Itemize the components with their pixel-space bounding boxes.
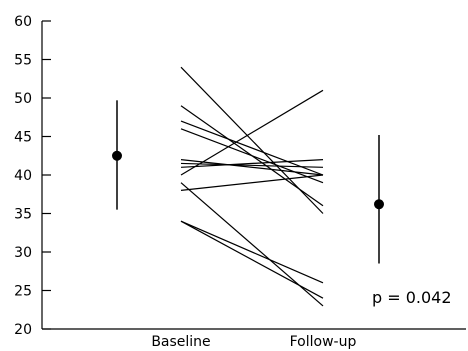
subject-line <box>180 174 324 191</box>
paired-lines <box>180 66 324 307</box>
p-value-annotation: p = 0.042 <box>372 288 452 307</box>
y-tick-label: 30 <box>14 245 32 261</box>
y-tick-label: 60 <box>14 14 32 30</box>
subject-line <box>180 159 324 176</box>
y-tick-label: 20 <box>14 322 32 338</box>
y-tick-label: 50 <box>14 91 32 107</box>
summary-markers <box>112 100 384 264</box>
subject-line <box>180 182 324 307</box>
y-tick-label: 55 <box>14 53 32 69</box>
subject-line <box>180 159 324 168</box>
subject-line <box>180 220 324 284</box>
subject-line <box>180 89 324 176</box>
y-tick-label: 25 <box>14 284 32 300</box>
subject-line <box>180 162 324 168</box>
subject-line <box>180 220 324 299</box>
y-tick-label: 45 <box>14 130 32 146</box>
x-category-labels: Baseline Follow-up <box>151 334 356 350</box>
y-tick-label: 35 <box>14 207 32 223</box>
mean-marker <box>374 199 384 210</box>
subject-line <box>180 120 324 176</box>
y-tick-label: 40 <box>14 168 32 184</box>
mean-marker <box>112 150 122 161</box>
subject-line <box>180 66 324 214</box>
subject-line <box>180 128 324 184</box>
x-category-label: Baseline <box>151 334 210 350</box>
y-axis: 20 25 30 35 40 45 50 55 60 <box>14 14 466 338</box>
x-category-label: Follow-up <box>290 334 357 350</box>
